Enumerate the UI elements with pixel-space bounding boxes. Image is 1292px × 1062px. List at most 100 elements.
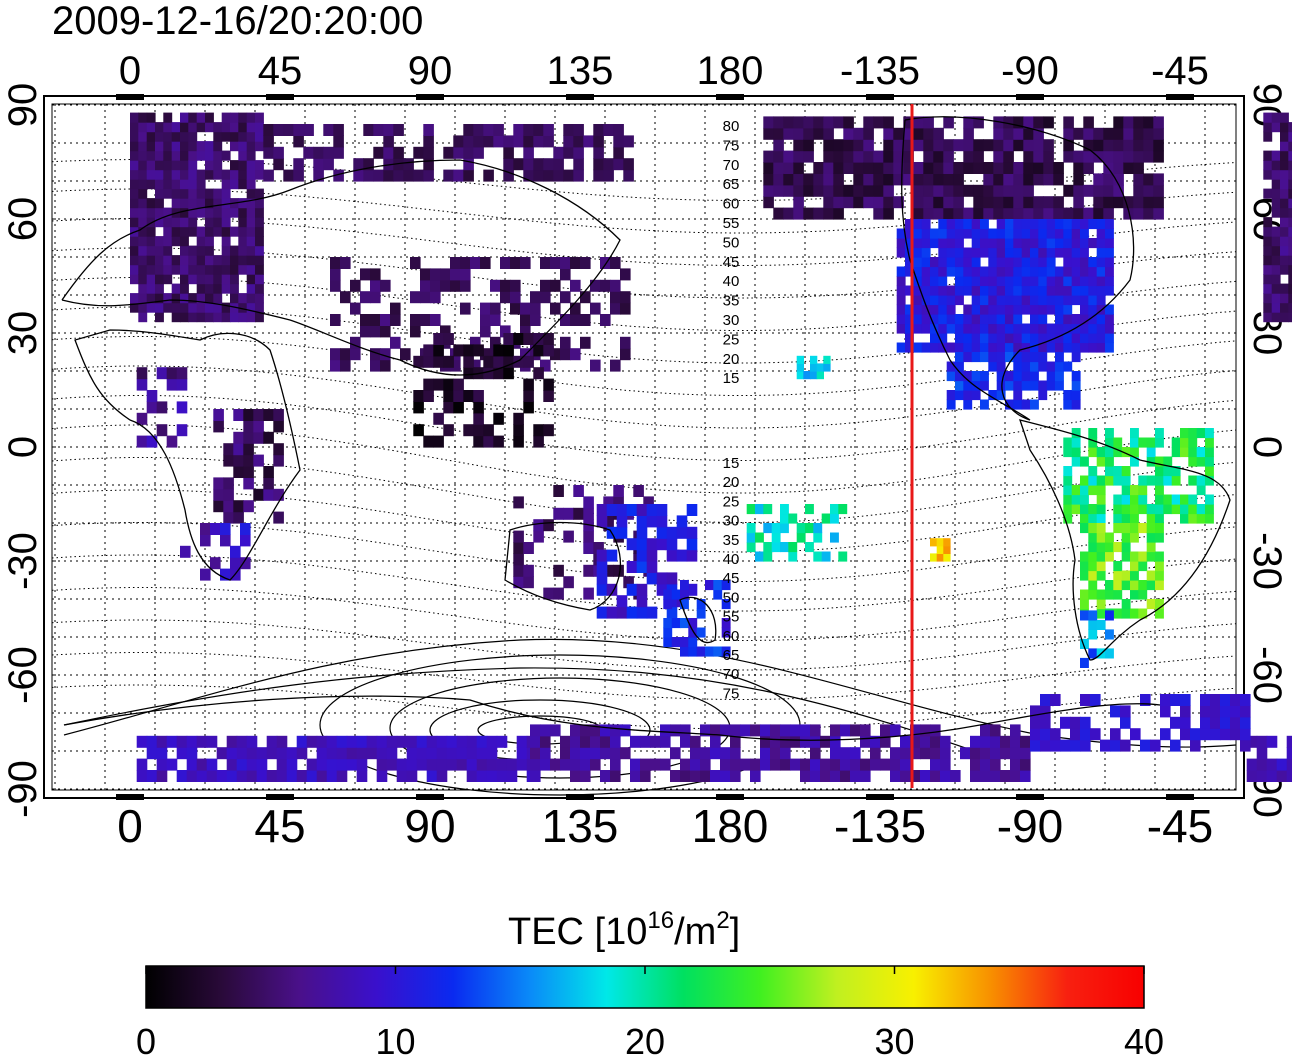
tec-cell [955,295,964,306]
tec-cell [246,735,258,748]
tec-cell [996,371,1006,382]
tec-cell [330,314,341,326]
tec-cell [1096,342,1106,353]
tec-cell [360,291,371,304]
tec-cell [1271,226,1281,237]
tec-cell [1180,437,1189,448]
tec-cell [473,412,484,425]
tec-cell [246,122,256,133]
tec-cell [940,747,951,760]
tec-cell [1013,238,1023,249]
tec-cell [246,283,256,294]
tec-cell [563,135,574,148]
tec-cell [563,576,574,589]
tec-cell [163,150,173,161]
tec-cell [513,158,524,171]
tec-cell [1013,342,1023,353]
tec-cell [1080,219,1089,230]
tec-cell [403,169,414,182]
tec-cell [146,150,156,161]
tec-cell [1263,150,1273,161]
tec-cell [983,184,994,197]
tec-cell [236,747,248,760]
tec-cell [1013,266,1023,277]
tec-cell [533,344,544,357]
tec-cell [230,545,241,558]
tec-cell [843,162,854,174]
tec-cell [1050,728,1061,741]
tec-cell [760,724,771,737]
tec-cell [963,266,973,277]
tec-cell [163,245,173,256]
tec-cell [1030,399,1039,410]
tec-cell [163,226,173,237]
tec-cell [206,735,218,748]
tec-cell [1280,122,1289,133]
tec-cell [810,363,818,372]
tec-cell [205,150,214,161]
tec-cell [783,127,794,140]
tec-cell [496,770,508,782]
tec-cell [205,293,214,304]
tec-cell [1013,116,1024,129]
tec-cell [155,141,164,152]
tec-cell [810,724,821,737]
tec-cell [596,606,608,619]
tec-cell [1155,485,1164,496]
tec-cell [830,747,841,760]
tec-cell [330,257,341,269]
tec-cell [980,758,991,771]
tec-cell [680,724,691,737]
tec-cell [1030,228,1039,239]
tec-cell [560,336,571,349]
tec-cell [1130,504,1139,515]
tec-cell [400,348,411,361]
tec-cell [1200,716,1211,729]
tec-cell [410,314,421,326]
tec-cell [1138,608,1148,619]
tec-cell [1263,264,1273,275]
tec-cell [473,390,484,402]
tec-cell [971,295,981,306]
tec-cell [570,279,581,292]
tec-cell [1263,236,1273,247]
tec-cell [221,236,231,247]
tec-cell [913,162,924,174]
tec-cell [890,747,901,760]
tec-cell [1071,352,1081,363]
tec-cell [1096,608,1106,619]
tec-cell [155,131,164,142]
tec-cell [473,146,484,159]
tec-cell [530,758,541,771]
tec-cell [793,184,804,197]
tec-cell [1088,276,1098,287]
contour-label: 65 [723,647,740,664]
tec-cell [523,576,534,589]
tec-cell [1113,437,1123,448]
tec-cell [453,135,464,148]
tec-cell [316,758,328,771]
tec-cell [1071,390,1081,401]
tec-cell [1286,758,1292,771]
tec-cell [600,279,611,292]
tec-cell [1063,333,1073,344]
tec-cell [1083,116,1094,129]
tec-cell [1196,447,1206,458]
tec-cell [666,538,678,551]
tec-cell [306,770,318,782]
tec-cell [793,162,804,174]
tec-cell [580,291,591,304]
tec-cell [903,116,914,129]
tec-cell [938,285,948,296]
tec-cell [1005,333,1014,344]
tec-cell [513,355,524,368]
tec-cell [253,420,264,433]
frame-tick-bottom [866,794,894,800]
tec-cell [963,399,973,410]
tec-cell [520,314,531,326]
tec-cell [263,431,274,444]
tec-cell [171,236,181,247]
tec-cell [373,124,384,136]
tec-cell [930,304,939,315]
